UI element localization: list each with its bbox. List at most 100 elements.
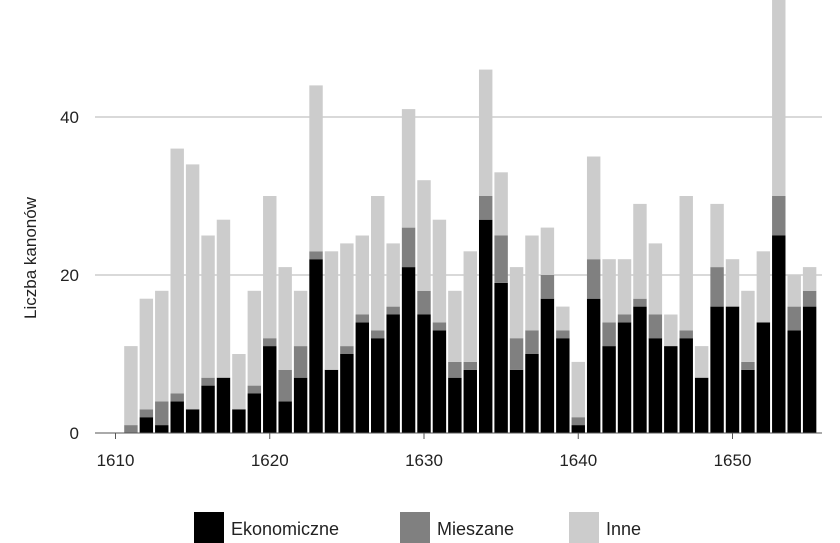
bars [124,0,817,433]
bar-inne-1620 [263,196,277,339]
bar-ekonomiczne-1625 [340,354,354,433]
bar-ekonomiczne-1650 [725,306,740,433]
bar-inne-1645 [648,243,663,315]
legend-label-ekonomiczne: Ekonomiczne [231,519,339,539]
bar-inne-1629 [401,109,416,228]
bar-inne-1643 [617,259,632,315]
bar-ekonomiczne-1652 [756,322,771,433]
bar-inne-1651 [741,290,755,362]
bar-inne-1617 [216,219,231,378]
bar-inne-1640 [571,361,585,418]
bar-mieszane-1620 [263,338,277,347]
bar-mieszane-1632 [448,361,462,378]
bar-mieszane-1629 [401,227,416,268]
bar-ekonomiczne-1645 [648,338,663,433]
bar-inne-1618 [232,354,246,410]
y-tick-label-40: 40 [60,108,79,127]
bar-ekonomiczne-1620 [263,346,277,433]
bar-ekonomiczne-1647 [679,338,693,433]
bar-ekonomiczne-1618 [232,409,246,433]
bar-inne-1634 [478,69,493,196]
x-tick-label-1610: 1610 [97,451,135,470]
bar-ekonomiczne-1632 [448,377,462,433]
bar-mieszane-1612 [139,409,154,418]
bar-inne-1647 [679,196,693,331]
x-tick-label-1620: 1620 [251,451,289,470]
bar-ekonomiczne-1612 [139,417,154,433]
bar-mieszane-1623 [309,251,323,260]
bar-inne-1628 [386,243,400,307]
bar-ekonomiczne-1655 [802,306,817,433]
bar-ekonomiczne-1627 [371,338,385,433]
bar-mieszane-1635 [494,235,508,283]
bar-ekonomiczne-1654 [787,330,801,433]
bar-inne-1614 [170,148,184,394]
legend-swatch-inne [569,512,599,543]
bar-inne-1646 [664,314,678,347]
bar-inne-1653 [772,0,786,196]
bar-ekonomiczne-1631 [432,330,447,433]
x-tick-label-1650: 1650 [714,451,752,470]
bar-mieszane-1625 [340,346,354,354]
bar-ekonomiczne-1634 [478,219,493,433]
bar-ekonomiczne-1629 [401,267,416,433]
bar-ekonomiczne-1642 [602,346,616,433]
x-axis-ticks: 1610 1620 1630 1640 1650 [97,433,752,470]
bar-inne-1649 [710,203,724,268]
x-tick-label-1640: 1640 [559,451,597,470]
bar-ekonomiczne-1617 [216,377,231,433]
bar-ekonomiczne-1638 [540,298,555,433]
bar-ekonomiczne-1623 [309,259,323,433]
bar-ekonomiczne-1621 [278,401,292,433]
bar-mieszane-1651 [741,361,755,370]
bar-inne-1655 [802,267,817,291]
bar-mieszane-1633 [463,361,477,370]
bar-ekonomiczne-1619 [247,393,262,433]
y-axis-ticks: 0 20 40 [60,108,79,443]
bar-inne-1616 [201,235,215,378]
bar-ekonomiczne-1633 [463,369,477,433]
bar-inne-1626 [355,235,370,315]
bar-mieszane-1626 [355,314,370,323]
bar-ekonomiczne-1649 [710,306,724,433]
bar-inne-1625 [340,243,354,347]
bar-mieszane-1611 [124,425,138,433]
bar-mieszane-1622 [293,346,308,378]
legend-label-inne: Inne [606,519,641,539]
bar-mieszane-1639 [556,330,570,339]
bar-inne-1612 [139,298,154,410]
bar-mieszane-1642 [602,322,616,347]
bar-mieszane-1616 [201,377,215,386]
legend: Ekonomiczne Mieszane Inne [194,512,641,543]
bar-mieszane-1621 [278,369,292,402]
bar-mieszane-1640 [571,417,585,426]
bar-mieszane-1643 [617,314,632,323]
bar-ekonomiczne-1622 [293,377,308,433]
bar-inne-1631 [432,219,447,323]
bar-ekonomiczne-1636 [509,369,524,433]
x-tick-label-1630: 1630 [405,451,443,470]
y-axis-title: Liczba kanonów [21,196,40,319]
bar-inne-1641 [586,156,601,260]
bar-mieszane-1631 [432,322,447,331]
bar-ekonomiczne-1639 [556,338,570,433]
bar-ekonomiczne-1643 [617,322,632,433]
bar-inne-1623 [309,85,323,252]
gridlines [95,116,822,276]
bar-mieszane-1636 [509,338,524,370]
bar-ekonomiczne-1630 [417,314,431,433]
bar-ekonomiczne-1624 [324,369,339,433]
y-tick-label-0: 0 [70,424,79,443]
bar-mieszane-1638 [540,275,555,299]
bar-ekonomiczne-1653 [772,235,786,433]
bar-ekonomiczne-1614 [170,401,184,433]
bar-ekonomiczne-1635 [494,282,508,433]
bar-mieszane-1637 [525,330,539,354]
bar-mieszane-1619 [247,385,262,394]
bar-inne-1621 [278,267,292,370]
bar-mieszane-1653 [772,196,786,236]
bar-mieszane-1628 [386,306,400,315]
bar-inne-1642 [602,259,616,323]
bar-inne-1613 [155,290,169,402]
bar-inne-1635 [494,172,508,236]
